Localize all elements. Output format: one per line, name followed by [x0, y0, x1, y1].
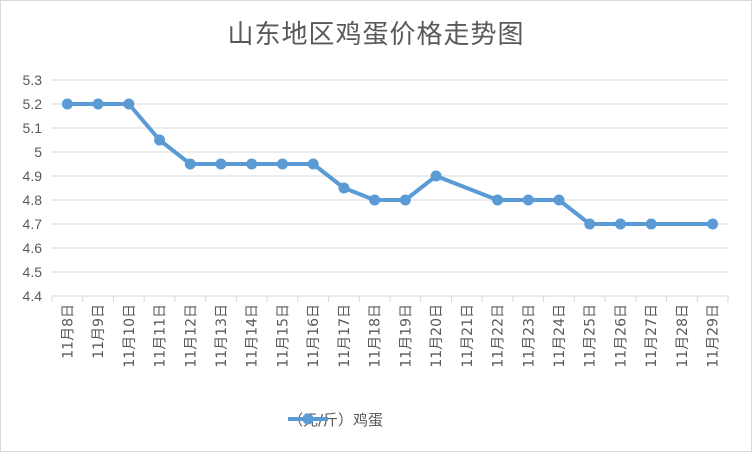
- chart-title: 山东地区鸡蛋价格走势图: [227, 20, 525, 50]
- data-point: [522, 194, 534, 206]
- data-point: [492, 194, 504, 206]
- y-tick-label: 4.8: [23, 192, 43, 208]
- y-tick-label: 4.7: [23, 216, 43, 232]
- grid-lines: [52, 79, 728, 297]
- x-tick-label: 11月17日: [337, 304, 353, 368]
- x-tick-label: 11月10日: [122, 304, 138, 368]
- y-tick-label: 4.4: [23, 288, 43, 304]
- data-point: [123, 98, 135, 110]
- x-tick-label: 11月28日: [675, 304, 691, 368]
- y-tick-label: 5.2: [23, 96, 43, 112]
- y-tick-label: 4.9: [23, 168, 43, 184]
- x-tick-label: 11月19日: [398, 304, 414, 368]
- data-point: [584, 218, 596, 230]
- x-tick-label: 11月18日: [368, 304, 384, 368]
- data-point: [307, 158, 319, 170]
- data-point: [614, 218, 626, 230]
- x-tick-label: 11月20日: [429, 304, 445, 368]
- x-tick-label: 11月25日: [583, 304, 599, 368]
- x-tick-label: 11月15日: [275, 304, 291, 368]
- x-tick-label: 11月21日: [460, 304, 476, 368]
- x-tick-label: 11月16日: [306, 304, 322, 368]
- y-tick-label: 5: [34, 144, 42, 160]
- x-tick-label: 11月27日: [644, 304, 660, 368]
- x-tick-label: 11月29日: [706, 304, 722, 368]
- x-tick-label: 11月26日: [613, 304, 629, 368]
- data-point: [707, 218, 719, 230]
- y-tick-label: 4.6: [23, 240, 43, 256]
- legend-marker: [288, 413, 328, 425]
- x-tick-label: 11月8日: [60, 304, 76, 359]
- data-point: [276, 158, 288, 170]
- data-point: [246, 158, 258, 170]
- data-point: [92, 98, 104, 110]
- legend: （元/斤）鸡蛋: [288, 408, 383, 430]
- y-tick-label: 4.5: [23, 264, 43, 280]
- y-tick-label: 5.1: [23, 120, 43, 136]
- x-tick-label: 11月13日: [214, 304, 230, 368]
- x-tick-label: 11月22日: [491, 304, 507, 368]
- x-tick-label: 11月24日: [552, 304, 568, 368]
- data-point: [184, 158, 196, 170]
- x-axis-ticks: 11月8日 11月9日 11月10日 11月11日 11月12日 11月13日 11月14日…: [51, 296, 729, 368]
- data-point: [154, 134, 166, 146]
- y-axis-ticks: 4.4 4.5 4.6 4.7 4.8 4.9 5 5.1 5.2 5.3: [23, 72, 43, 304]
- data-point: [645, 218, 657, 230]
- data-point: [369, 194, 381, 206]
- data-point: [553, 194, 565, 206]
- x-tick-label: 11月12日: [183, 304, 199, 368]
- data-point: [61, 98, 73, 110]
- data-point: [399, 194, 411, 206]
- data-point: [338, 182, 350, 194]
- data-point: [215, 158, 227, 170]
- x-tick-label: 11月14日: [245, 304, 261, 368]
- data-point: [430, 170, 442, 182]
- y-tick-label: 5.3: [23, 72, 43, 88]
- series-line: [65, 102, 715, 226]
- series-layer: [61, 98, 719, 230]
- x-tick-label: 11月23日: [521, 304, 537, 368]
- x-tick-label: 11月9日: [91, 304, 107, 359]
- x-tick-label: 11月11日: [153, 304, 169, 368]
